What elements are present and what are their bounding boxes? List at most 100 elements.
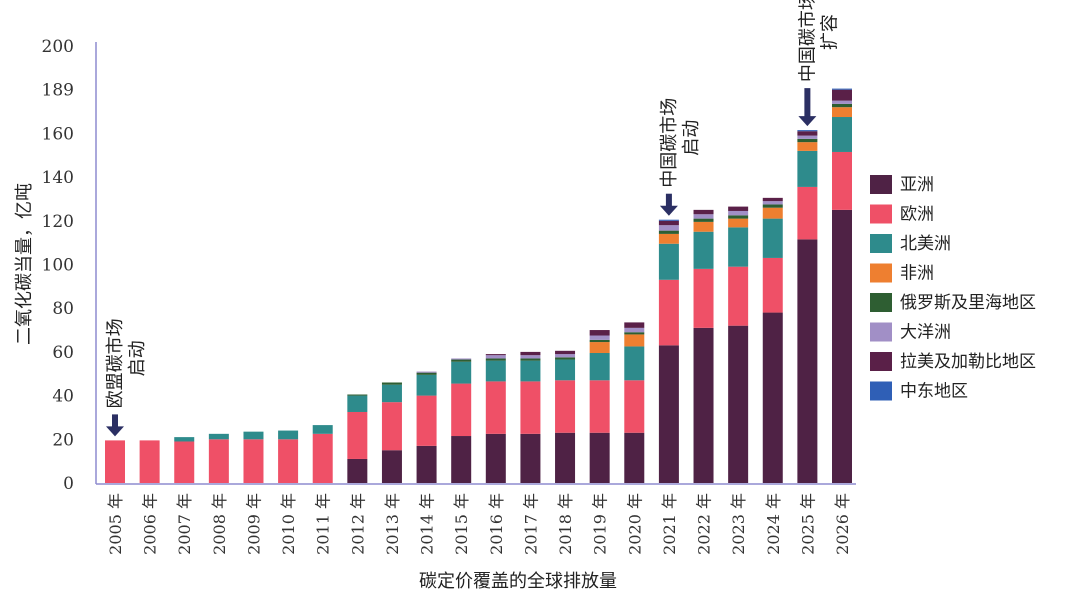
bar-segment bbox=[624, 346, 645, 381]
bar-segment bbox=[693, 231, 714, 269]
bar-segment bbox=[208, 433, 229, 440]
arrow-head-icon bbox=[798, 116, 817, 127]
annotation-text: 中国碳市场 bbox=[797, 0, 818, 82]
bar-segment bbox=[347, 394, 368, 396]
axes-layer: 0 20 40 60 80 100 120 140 160 189 200 2005 年 2006 年 2… bbox=[42, 37, 856, 555]
bar-segment bbox=[728, 210, 749, 216]
bar-segment bbox=[555, 359, 576, 381]
annotation: 中国碳市场 扩容 bbox=[797, 0, 840, 127]
bar-segment bbox=[278, 430, 299, 440]
bar-segment bbox=[797, 186, 818, 240]
bar-segment bbox=[243, 439, 264, 483]
bar-segment bbox=[520, 358, 541, 361]
annotation: 欧盟碳市场 启动 bbox=[105, 318, 148, 437]
legend-swatch bbox=[870, 352, 892, 371]
bar-segment bbox=[728, 206, 749, 211]
arrow-down-icon bbox=[112, 414, 118, 429]
arrow-down-icon bbox=[804, 88, 811, 119]
bar-segment bbox=[693, 209, 714, 215]
y-tick-label: 40 bbox=[52, 387, 74, 407]
y-tick-label: 200 bbox=[42, 37, 74, 57]
bar-segment bbox=[312, 425, 333, 434]
legend-label: 中东地区 bbox=[900, 382, 968, 402]
x-tick-label: 2025 年 bbox=[798, 493, 817, 555]
x-tick-label: 2018 年 bbox=[556, 493, 575, 555]
bar-segment bbox=[658, 233, 679, 244]
bar-segment bbox=[555, 380, 576, 433]
bar-segment bbox=[832, 100, 852, 104]
bar-segment bbox=[485, 354, 506, 356]
bar-segment bbox=[797, 142, 818, 151]
y-tick-label: 160 bbox=[42, 124, 74, 144]
legend-swatch bbox=[870, 322, 892, 342]
bar-segment bbox=[658, 243, 679, 280]
bar-segment bbox=[797, 130, 818, 132]
annotation-text: 中国碳市场 bbox=[659, 98, 680, 188]
bar-segment bbox=[832, 209, 852, 483]
bar-segment bbox=[624, 322, 645, 328]
bar-segment bbox=[762, 207, 783, 219]
bar-segment bbox=[797, 239, 818, 483]
bar-segment bbox=[416, 374, 437, 396]
bar-segment bbox=[416, 371, 437, 373]
x-tick-label: 2021 年 bbox=[660, 493, 679, 555]
legend-swatch bbox=[870, 293, 892, 312]
bar-segment bbox=[832, 107, 852, 118]
x-tick-label: 2015 年 bbox=[452, 493, 471, 555]
bar-segment bbox=[693, 214, 714, 219]
bar-segment bbox=[555, 354, 576, 358]
x-axis-title: 碳定价覆盖的全球排放量 bbox=[419, 571, 617, 592]
x-tick-label: 2019 年 bbox=[591, 493, 610, 555]
bar-segment bbox=[105, 440, 125, 483]
bar-segment bbox=[624, 334, 645, 347]
bar-segment bbox=[832, 103, 852, 108]
bar-segment bbox=[555, 432, 576, 483]
bar-segment bbox=[451, 359, 472, 362]
bar-segment bbox=[278, 439, 299, 483]
bar-segment bbox=[832, 117, 852, 152]
bar-segment bbox=[728, 325, 749, 483]
legend-label: 大洋洲 bbox=[900, 323, 951, 343]
bar-segment bbox=[555, 350, 576, 355]
bar-segment bbox=[416, 445, 437, 483]
bar-segment bbox=[520, 433, 541, 483]
bar-segment bbox=[520, 381, 541, 434]
bar-segment bbox=[589, 335, 610, 340]
y-tick-label: 189 bbox=[42, 81, 74, 101]
y-tick-label: 60 bbox=[52, 343, 74, 363]
legend-swatch bbox=[870, 263, 892, 283]
bar-segment bbox=[624, 380, 645, 433]
bar-segment bbox=[658, 225, 679, 231]
x-tick-label: 2024 年 bbox=[764, 493, 783, 555]
bar-segment bbox=[139, 440, 160, 483]
x-tick-label: 2008 年 bbox=[210, 493, 229, 555]
bar-segment bbox=[243, 431, 264, 440]
bar-segment bbox=[797, 138, 818, 143]
bar-segment bbox=[451, 361, 472, 384]
bar-segment bbox=[347, 458, 368, 483]
bar-segment bbox=[520, 351, 541, 356]
bar-segment bbox=[451, 358, 472, 360]
bar-segment bbox=[520, 355, 541, 359]
bar-segment bbox=[589, 330, 610, 336]
y-tick-label: 140 bbox=[42, 168, 74, 188]
arrow-down-icon bbox=[665, 193, 672, 208]
bar-segment bbox=[347, 395, 368, 412]
legend-label: 北美洲 bbox=[900, 234, 951, 254]
bar-segment bbox=[728, 266, 749, 326]
bar-segment bbox=[624, 432, 645, 483]
legend-label: 非洲 bbox=[900, 264, 934, 284]
bar-segment bbox=[451, 436, 472, 483]
bar-segment bbox=[658, 219, 679, 221]
bar-segment bbox=[658, 220, 679, 226]
bar-segment bbox=[762, 197, 783, 202]
bar-segment bbox=[589, 352, 610, 381]
bar-segment bbox=[416, 395, 437, 446]
legend-label: 俄罗斯及里海地区 bbox=[900, 293, 1036, 313]
bar-segment bbox=[693, 268, 714, 328]
bar-segment bbox=[485, 381, 506, 434]
legend-label: 亚洲 bbox=[900, 175, 934, 195]
bar-segment bbox=[832, 151, 852, 210]
